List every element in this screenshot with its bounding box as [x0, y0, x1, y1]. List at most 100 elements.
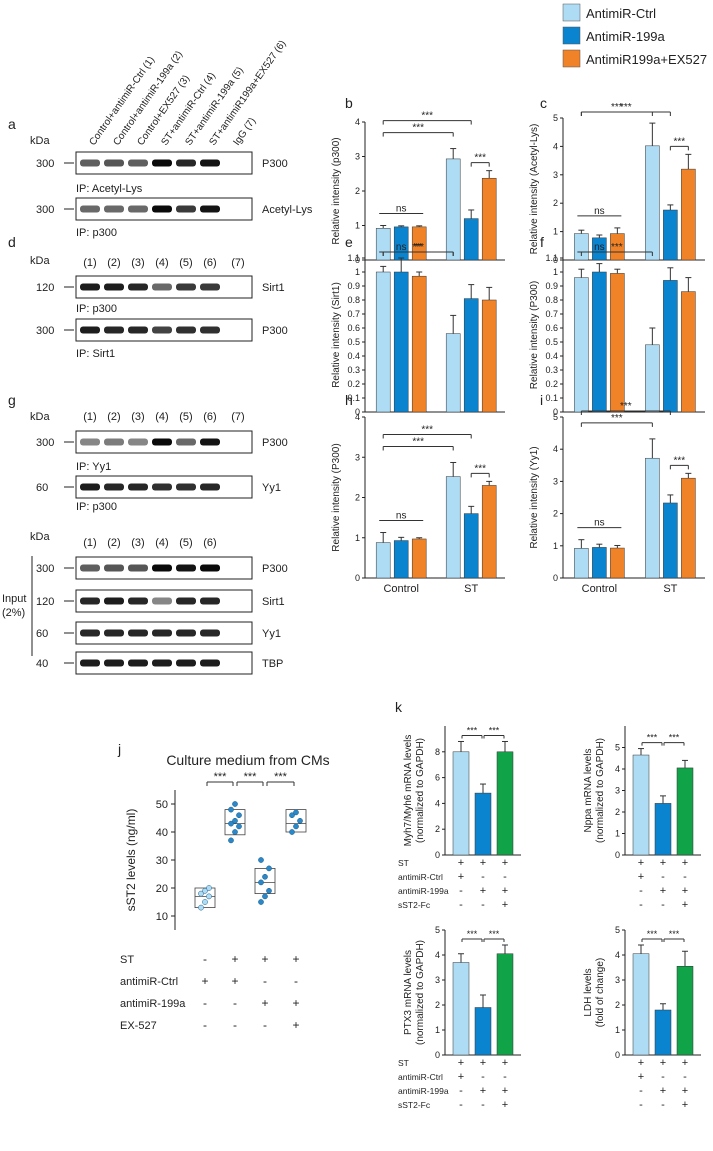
- y-tick-label: 4: [355, 412, 360, 422]
- y-tick-label: 4: [553, 444, 558, 454]
- sig-label: ***: [474, 463, 486, 474]
- blot-band: [200, 483, 220, 491]
- condition-value: +: [682, 857, 688, 869]
- lane-number: (2): [107, 257, 120, 269]
- blot-band: [176, 326, 196, 334]
- condition-value: +: [502, 1085, 508, 1097]
- sig-label: ***: [412, 436, 424, 447]
- blot-band: [104, 564, 124, 572]
- condition-value: +: [638, 1057, 644, 1069]
- condition-value: +: [660, 1057, 666, 1069]
- bar-antimir-199a-st: [463, 218, 479, 261]
- sig-label: ***: [421, 111, 433, 122]
- panel-letter-k: k: [395, 699, 403, 715]
- condition-label: antimiR-199a: [398, 1086, 449, 1096]
- blot-band: [104, 629, 124, 637]
- condition-value: +: [638, 1071, 644, 1083]
- blot-protein-label: Acetyl-Lys: [262, 204, 313, 216]
- bar: [654, 803, 672, 856]
- condition-value: +: [502, 899, 508, 911]
- y-tick-label: 4: [553, 141, 558, 151]
- blot-band: [152, 205, 172, 213]
- blot-band: [80, 438, 100, 446]
- mw-marker: 60: [36, 628, 48, 640]
- ip-caption: IP: Acetyl-Lys: [76, 183, 143, 195]
- blot-band: [200, 326, 220, 334]
- blot-band: [128, 326, 148, 334]
- data-point: [289, 829, 295, 835]
- sig-label: ns: [396, 511, 407, 522]
- legend-label-antimir-199a: AntimiR-199a: [586, 29, 666, 44]
- chart-k2: 0 1 2 3 4 5 Nppa mRNA levels (normalized to GAP…: [583, 726, 701, 911]
- y-tick-label: 0.2: [545, 379, 558, 389]
- sig-label: ***: [214, 771, 228, 783]
- sig-label: ns: [594, 518, 605, 529]
- blot-band: [80, 629, 100, 637]
- condition-value: +: [682, 1057, 688, 1069]
- data-point: [198, 904, 204, 911]
- condition-value: +: [261, 996, 268, 1010]
- y-tick-label: 0.8: [347, 295, 360, 305]
- panel-letter-a: a: [8, 116, 16, 132]
- y-tick-label: 3: [553, 170, 558, 180]
- blot-row-g1: 300 P300: [36, 430, 288, 454]
- chart-c: 0 1 2 3 4 5 Relative intensity (Acetyl-Lys) ns *…: [529, 102, 705, 265]
- ip-caption: IP: p300: [76, 303, 117, 315]
- sig-label: ***: [669, 929, 680, 939]
- y-tick-label: 0.9: [347, 281, 360, 291]
- panel-letter-e: e: [345, 234, 353, 250]
- y-tick-label: 1: [435, 1025, 440, 1035]
- bar-antimir-ctrl-st: [645, 457, 660, 579]
- data-point: [232, 829, 238, 835]
- blot-band: [128, 629, 148, 637]
- blot-band: [80, 205, 100, 213]
- sig-label: ***: [647, 733, 658, 743]
- y-axis-label: (normalized to GAPDH): [415, 738, 426, 843]
- data-point: [258, 899, 264, 905]
- condition-value: +: [638, 857, 644, 869]
- condition-value: +: [480, 885, 486, 897]
- group-label: Control: [383, 583, 418, 595]
- sig-label: **: [414, 242, 422, 253]
- data-point: [202, 899, 208, 905]
- panel-letter-b: b: [345, 95, 353, 111]
- condition-value: -: [459, 899, 463, 911]
- y-tick-label: 1: [553, 267, 558, 277]
- kda-label: kDa: [30, 531, 50, 543]
- blot-band: [104, 283, 124, 291]
- chart-k1: 0 2 4 6 8 Myh7/Myh6 mRNA levels (normalized to…: [398, 725, 521, 911]
- legend-label-antimir199a-ex527: AntimiR199a+EX527: [586, 52, 707, 67]
- bar-antimir-ctrl-st: [445, 158, 461, 261]
- condition-label: ST: [398, 858, 409, 868]
- panel-letter-d: d: [8, 234, 16, 250]
- condition-value: -: [203, 996, 207, 1010]
- blot-protein-label: Yy1: [262, 482, 281, 494]
- input-percent: (2%): [2, 607, 25, 619]
- condition-value: -: [503, 1071, 507, 1083]
- bar-antimir-199a-st: [663, 280, 678, 413]
- blot-band: [104, 483, 124, 491]
- ip-caption: IP: Yy1: [76, 461, 111, 473]
- kda-label: kDa: [30, 411, 50, 423]
- y-tick-label: 3: [615, 786, 620, 796]
- blot-band: [128, 205, 148, 213]
- input-label: Input: [2, 593, 26, 605]
- sig-label: ***: [412, 242, 424, 253]
- y-tick-label: 0.7: [545, 309, 558, 319]
- bar: [452, 751, 470, 856]
- y-tick-label: 4: [435, 950, 440, 960]
- data-point: [228, 806, 234, 813]
- y-tick-label: 5: [615, 925, 620, 935]
- data-point: [297, 817, 303, 824]
- bar-antimir199a-ex527-st: [481, 485, 497, 579]
- chart-k4: 0 1 2 3 4 5 LDH levels (fold of change) *** *** + +…: [583, 925, 701, 1111]
- ip-caption: IP: p300: [76, 501, 117, 513]
- blot-row-d1: 120 Sirt1: [36, 275, 285, 299]
- condition-value: -: [459, 885, 463, 897]
- y-tick-label: 6: [435, 773, 440, 783]
- condition-value: -: [639, 885, 643, 897]
- y-tick-label: 0: [553, 573, 558, 583]
- bar-antimir199a-ex527-st: [481, 177, 497, 261]
- condition-value: +: [480, 857, 486, 869]
- lane-number: (7): [231, 411, 244, 423]
